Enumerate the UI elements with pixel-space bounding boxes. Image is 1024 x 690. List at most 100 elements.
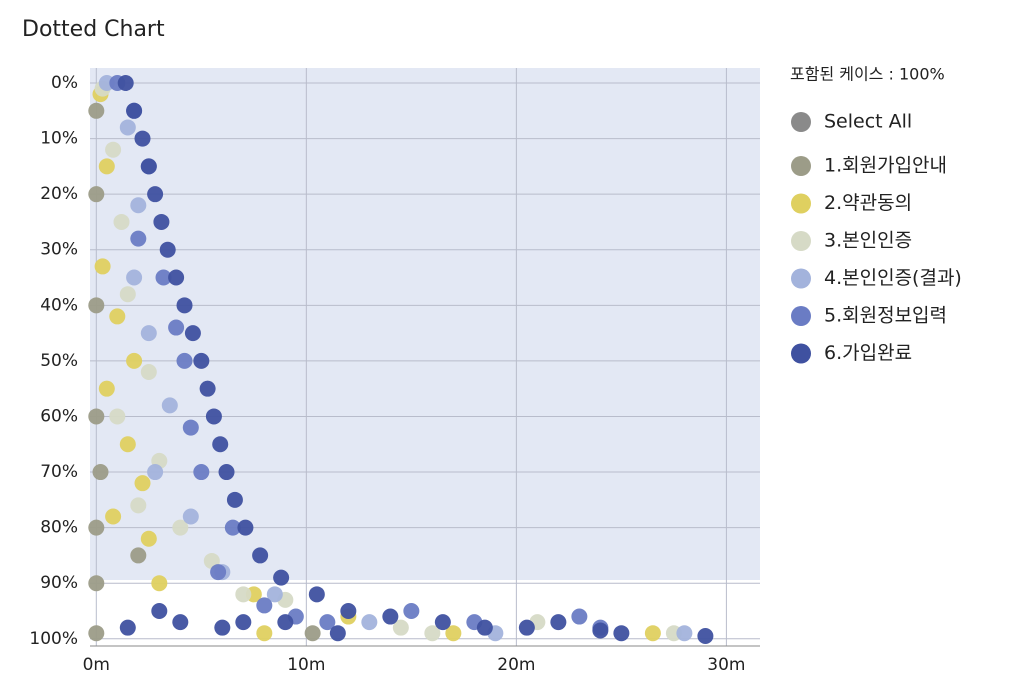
data-point [140,158,157,175]
data-point [88,625,105,642]
data-point [235,614,252,631]
legend-marker [791,231,811,251]
data-point [126,269,143,286]
data-point [105,508,122,525]
data-point [98,158,115,175]
data-point [277,614,294,631]
data-point [182,419,199,436]
data-point [151,575,168,592]
data-point [172,614,189,631]
legend-marker [791,306,811,326]
data-point [119,119,136,136]
data-point [224,519,241,536]
data-point [340,602,357,619]
data-point [613,625,630,642]
data-point [392,619,409,636]
data-point [130,197,147,214]
data-point [117,75,134,92]
data-point [697,627,714,644]
chart-title: Dotted Chart [22,17,165,42]
data-point [193,464,210,481]
y-tick-label: 10% [40,129,78,149]
points [88,75,714,644]
legend-marker [791,343,811,364]
data-point [88,186,105,203]
data-point [126,352,143,369]
data-point [308,586,325,603]
data-point [88,102,105,119]
legend-label[interactable]: 5.회원정보입력 [824,305,947,327]
data-point [424,625,441,642]
data-point [592,622,609,639]
data-point [182,508,199,525]
data-point [403,602,420,619]
y-tick-label: 20% [40,184,78,204]
data-point [134,475,151,492]
y-tick-label: 90% [40,573,78,593]
data-point [88,575,105,592]
data-point [172,519,189,536]
data-point [140,325,157,342]
x-tick-label: 20m [497,655,535,675]
data-point [237,519,254,536]
data-point [212,436,229,453]
data-point [252,547,269,564]
data-point [361,614,378,631]
data-point [184,325,201,342]
data-point [147,464,164,481]
data-point [235,586,252,603]
data-point [130,230,147,247]
data-point [329,625,346,642]
data-point [193,352,210,369]
data-point [94,258,111,275]
data-point [134,130,151,147]
data-point [218,464,235,481]
legend-label[interactable]: 3.본인인증 [824,230,912,252]
data-point [256,625,273,642]
y-tick-label: 0% [51,73,78,93]
data-point [155,269,172,286]
data-point [168,269,185,286]
legend-label[interactable]: Select All [824,111,912,133]
x-tick-label: 0m [83,655,110,675]
y-tick-label: 40% [40,295,78,315]
data-point [266,586,283,603]
data-point [226,491,243,508]
y-tick-label: 70% [40,462,78,482]
data-point [153,213,170,230]
legend-label[interactable]: 2.약관동의 [824,192,912,214]
data-point [119,619,136,636]
data-point [113,213,130,230]
data-point [161,397,178,414]
data-point [214,619,231,636]
x-tick-label: 10m [287,655,325,675]
x-tick-label: 30m [707,655,745,675]
data-point [88,297,105,314]
data-point [476,619,493,636]
legend-marker [791,193,811,214]
data-point [445,625,462,642]
data-point [199,380,216,397]
y-tick-label: 60% [40,406,78,426]
data-point [382,608,399,625]
y-tick-label: 80% [40,518,78,538]
legend-label[interactable]: 4.본인인증(결과) [824,267,962,289]
data-point [273,569,290,586]
legend-marker [791,112,811,132]
data-point [518,619,535,636]
data-point [571,608,588,625]
data-point [676,625,693,642]
data-point [147,186,164,203]
data-point [109,308,126,325]
data-point [205,408,222,425]
legend-title: 포함된 케이스 : 100% [790,65,945,84]
data-point [126,102,143,119]
data-point [319,614,336,631]
data-point [130,497,147,514]
legend-label[interactable]: 6.가입완료 [824,342,912,364]
data-point [644,625,661,642]
legend-marker [791,268,811,289]
legend-label[interactable]: 1.회원가입안내 [824,155,947,177]
data-point [119,436,136,453]
